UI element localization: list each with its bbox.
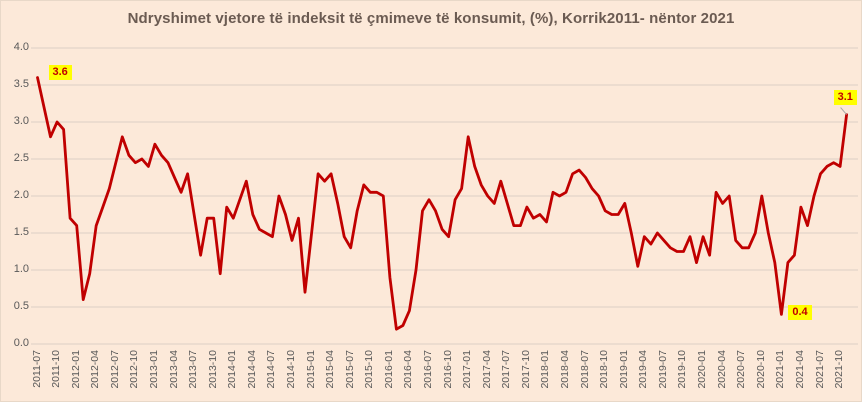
y-axis-tick-label: 4.0 bbox=[13, 41, 29, 53]
x-axis-tick-label: 2012-10 bbox=[128, 350, 141, 389]
x-axis-tick-label: 2012-01 bbox=[69, 350, 82, 389]
x-axis-tick-label: 2021-10 bbox=[833, 350, 846, 389]
annotation-leader-line bbox=[840, 107, 847, 115]
x-axis-tick-label: 2013-04 bbox=[167, 350, 180, 389]
x-axis-tick-label: 2020-07 bbox=[735, 350, 748, 389]
x-axis-tick-label: 2020-04 bbox=[715, 350, 728, 389]
data-series-line bbox=[36, 76, 848, 331]
x-axis-tick-label: 2011-10 bbox=[50, 350, 63, 388]
x-axis-tick-label: 2014-01 bbox=[226, 350, 239, 389]
y-axis-tick-label: 3.5 bbox=[13, 78, 29, 90]
x-axis-tick-label: 2018-07 bbox=[578, 350, 591, 389]
y-axis-tick-label: 0.0 bbox=[13, 337, 29, 349]
x-axis-tick-label: 2013-07 bbox=[187, 350, 200, 389]
x-axis-tick-label: 2020-10 bbox=[754, 350, 767, 389]
x-axis-tick-label: 2013-01 bbox=[147, 350, 160, 389]
x-axis-tick-label: 2014-10 bbox=[284, 350, 297, 389]
x-axis-tick-label: 2019-07 bbox=[656, 350, 669, 389]
data-point-label: 0.4 bbox=[788, 305, 812, 321]
x-axis-tick-label: 2013-10 bbox=[206, 350, 219, 389]
x-axis-tick-label: 2018-01 bbox=[539, 350, 552, 389]
y-axis-tick-label: 1.0 bbox=[13, 263, 29, 275]
x-axis-tick-label: 2012-07 bbox=[108, 350, 121, 389]
x-axis-tick-label: 2018-10 bbox=[598, 350, 611, 389]
x-axis-tick-label: 2011-07 bbox=[30, 350, 43, 388]
x-axis-tick-label: 2019-04 bbox=[637, 350, 650, 389]
x-axis-tick-label: 2017-04 bbox=[480, 350, 493, 389]
x-axis-tick-label: 2016-10 bbox=[441, 350, 454, 389]
x-axis-tick-label: 2021-01 bbox=[774, 350, 787, 389]
y-axis-tick-label: 0.5 bbox=[13, 300, 29, 312]
x-axis-tick-label: 2019-10 bbox=[676, 350, 689, 389]
x-axis-tick-label: 2015-04 bbox=[324, 350, 337, 389]
data-point-label: 3.6 bbox=[48, 64, 72, 80]
x-axis-tick-label: 2019-01 bbox=[617, 350, 630, 389]
x-axis-tick-label: 2015-10 bbox=[363, 350, 376, 389]
data-point-label: 3.1 bbox=[833, 89, 857, 105]
x-axis-tick-label: 2017-10 bbox=[519, 350, 532, 389]
y-axis-tick-label: 3.0 bbox=[13, 115, 29, 127]
x-axis-tick-label: 2015-01 bbox=[304, 350, 317, 389]
x-axis-tick-label: 2018-04 bbox=[559, 350, 572, 389]
x-axis-tick-label: 2015-07 bbox=[343, 350, 356, 389]
x-axis-tick-label: 2017-01 bbox=[461, 350, 474, 389]
y-axis-tick-label: 2.5 bbox=[13, 152, 29, 164]
x-axis-tick-label: 2014-04 bbox=[245, 350, 258, 389]
x-axis-tick-label: 2021-07 bbox=[813, 350, 826, 389]
x-axis-tick-label: 2014-07 bbox=[265, 350, 278, 389]
x-axis-tick-label: 2017-07 bbox=[500, 350, 513, 389]
x-axis-tick-label: 2016-01 bbox=[382, 350, 395, 389]
x-axis-tick-label: 2021-04 bbox=[793, 350, 806, 389]
y-axis-tick-label: 2.0 bbox=[13, 189, 29, 201]
x-axis-tick-label: 2016-04 bbox=[402, 350, 415, 389]
x-axis-tick-label: 2012-04 bbox=[89, 350, 102, 389]
x-axis-tick-label: 2020-01 bbox=[696, 350, 709, 389]
y-axis-tick-label: 1.5 bbox=[13, 226, 29, 238]
chart-title: Ndryshimet vjetore të indeksit të çmimev… bbox=[127, 10, 735, 27]
x-axis-tick-label: 2016-07 bbox=[422, 350, 434, 389]
